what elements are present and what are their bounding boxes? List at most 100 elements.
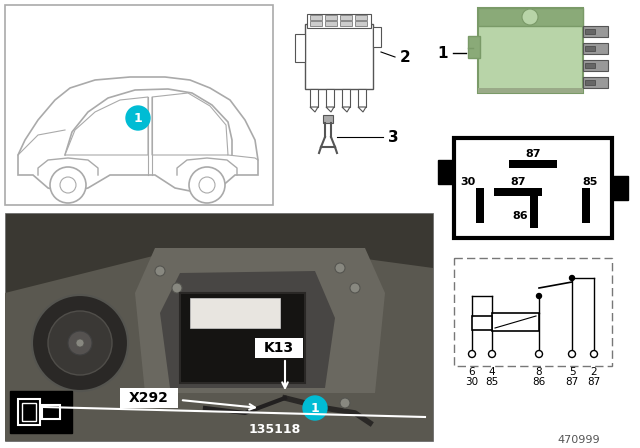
Bar (5, 213, 433, 441)
Text: 87: 87 (588, 377, 600, 387)
Bar (478, 8, 583, 26)
Bar (325, 15, 337, 20)
Circle shape (335, 263, 345, 273)
Circle shape (32, 295, 128, 391)
Bar (190, 298, 280, 328)
Bar (585, 80, 595, 85)
Text: 30: 30 (460, 177, 476, 187)
Bar (42, 405, 60, 419)
Text: 86: 86 (532, 377, 546, 387)
Polygon shape (65, 97, 148, 155)
Bar (255, 338, 303, 358)
Text: 85: 85 (582, 177, 598, 187)
Bar (326, 89, 334, 107)
Bar (340, 21, 352, 26)
Bar (180, 293, 305, 383)
Polygon shape (18, 77, 258, 193)
Text: 135118: 135118 (249, 422, 301, 435)
Bar (509, 160, 557, 168)
Text: 87: 87 (565, 377, 579, 387)
Circle shape (60, 177, 76, 193)
Text: 2: 2 (400, 49, 411, 65)
Bar (583, 43, 608, 54)
Text: 470999: 470999 (557, 435, 600, 445)
Bar (10, 391, 72, 433)
Bar (325, 21, 337, 26)
Circle shape (488, 350, 495, 358)
Bar (358, 89, 366, 107)
Bar (340, 15, 352, 20)
Circle shape (340, 398, 350, 408)
Bar (342, 89, 350, 107)
Polygon shape (135, 248, 385, 393)
Text: 1: 1 (310, 401, 319, 414)
Bar (310, 21, 322, 26)
Circle shape (522, 9, 538, 25)
Circle shape (172, 283, 182, 293)
Circle shape (536, 350, 543, 358)
Bar (612, 176, 628, 200)
Text: 87: 87 (510, 177, 525, 187)
Bar (310, 89, 318, 107)
Bar (494, 188, 542, 196)
Text: 86: 86 (512, 211, 528, 221)
Polygon shape (326, 107, 334, 112)
Circle shape (155, 266, 165, 276)
Text: 6: 6 (468, 367, 476, 377)
Circle shape (570, 276, 575, 280)
Circle shape (189, 167, 225, 203)
Polygon shape (342, 107, 350, 112)
Text: 85: 85 (485, 377, 499, 387)
Circle shape (468, 350, 476, 358)
Bar (373, 27, 381, 47)
Bar (18, 399, 40, 425)
Bar (355, 21, 367, 26)
Bar (310, 15, 322, 20)
Circle shape (48, 311, 112, 375)
Circle shape (68, 331, 92, 355)
Bar (476, 188, 484, 223)
Bar (585, 46, 595, 51)
Text: 2: 2 (591, 367, 597, 377)
Polygon shape (310, 107, 318, 112)
Circle shape (591, 350, 598, 358)
Bar (438, 160, 454, 184)
Bar (323, 115, 333, 123)
Circle shape (350, 283, 360, 293)
Bar (295, 34, 305, 62)
Text: 30: 30 (465, 377, 479, 387)
Bar (530, 196, 538, 228)
Bar (585, 63, 595, 68)
Bar (478, 88, 583, 93)
Bar (454, 258, 612, 366)
Bar (355, 15, 367, 20)
Circle shape (50, 167, 86, 203)
Text: K13: K13 (264, 341, 294, 355)
Text: 87: 87 (525, 149, 541, 159)
Polygon shape (160, 271, 335, 388)
Text: X292: X292 (129, 391, 169, 405)
Bar (582, 188, 590, 223)
Polygon shape (358, 107, 366, 112)
Circle shape (76, 339, 84, 347)
Text: 4: 4 (489, 367, 495, 377)
Bar (585, 29, 595, 34)
Bar (305, 24, 373, 89)
Bar (583, 26, 608, 37)
Bar (583, 60, 608, 71)
Circle shape (570, 276, 575, 280)
Circle shape (145, 393, 155, 403)
Circle shape (536, 293, 541, 298)
Text: 5: 5 (569, 367, 575, 377)
Text: 1: 1 (438, 46, 448, 60)
Bar (468, 36, 480, 58)
Polygon shape (5, 248, 433, 441)
Polygon shape (152, 93, 228, 155)
Circle shape (126, 106, 150, 130)
Circle shape (199, 177, 215, 193)
Text: 3: 3 (388, 129, 399, 145)
Circle shape (303, 396, 327, 420)
Bar (22, 403, 36, 421)
Text: 1: 1 (134, 112, 142, 125)
Bar (472, 316, 492, 330)
